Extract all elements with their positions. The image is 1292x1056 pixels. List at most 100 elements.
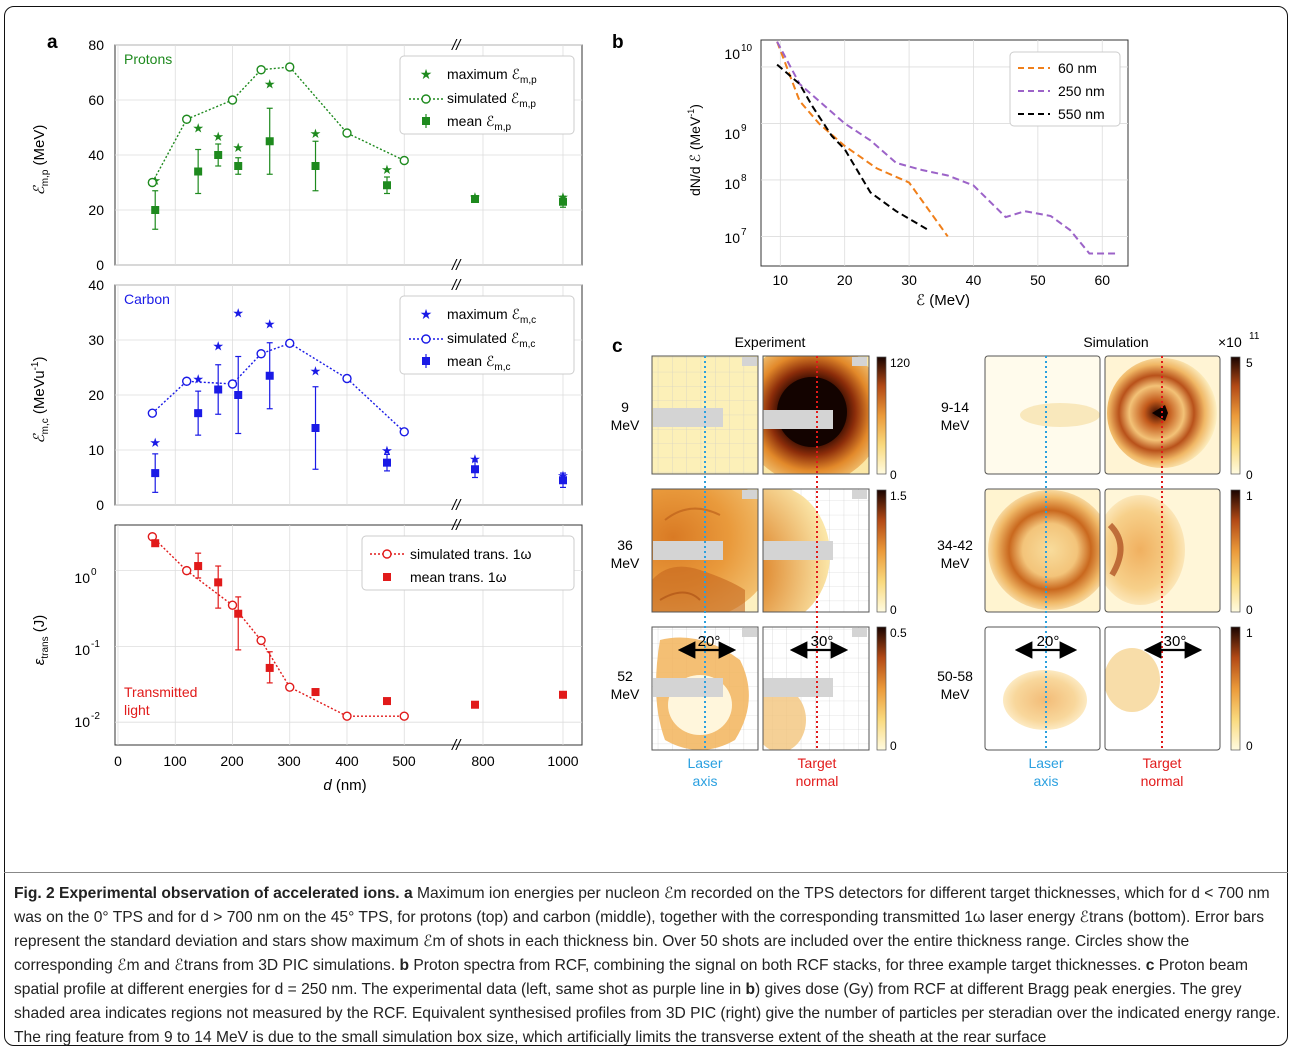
svg-text:8: 8	[741, 173, 747, 184]
exp-image-52mev-laser	[651, 626, 759, 751]
panel-a: 0 20 40 60 80 0 10 20 30 40 10 0 10 -1 10-…	[30, 37, 583, 794]
colorbar	[876, 356, 887, 475]
maximum-point: ★	[310, 363, 322, 378]
svg-text:-2: -2	[91, 711, 100, 722]
square-icon	[422, 117, 430, 125]
carbon-y-label: ℰm,c (MeVu-1)	[30, 357, 51, 444]
panel-c-letter: c	[612, 336, 623, 357]
transmission-axes	[114, 524, 583, 746]
log-tick: 10 10	[724, 43, 752, 62]
circle-icon	[421, 334, 431, 344]
svg-text:ℰm,p (MeV): ℰm,p (MeV)	[31, 125, 51, 196]
mean-point	[311, 162, 320, 170]
protons-label: Protons	[124, 51, 172, 67]
exp-image-9mev-target	[762, 355, 870, 475]
simulated-point	[342, 373, 352, 384]
svg-text:10: 10	[724, 46, 740, 62]
energy-label: MeV	[611, 686, 640, 702]
target-normal-label: Target	[798, 755, 837, 771]
colorbar	[876, 489, 887, 613]
mean-point	[311, 688, 320, 697]
colorbar	[876, 626, 887, 751]
log-tick: 10 9	[724, 123, 747, 142]
x-tick: 300	[277, 753, 301, 769]
legend-entry: simulated ℰm,p	[447, 90, 536, 110]
colorbar-min: 0	[1246, 468, 1253, 482]
energy-label: 50-58	[937, 668, 973, 684]
figure-frame	[4, 6, 1288, 1046]
x-tick: 1000	[547, 753, 578, 769]
carbon-label: Carbon	[124, 291, 170, 307]
sim-scale: ×10 11	[1218, 331, 1260, 350]
simulated-point	[285, 62, 295, 72]
svg-text:ℰm,c (MeVu-1): ℰm,c (MeVu-1)	[30, 357, 51, 444]
panel-c: Experiment Simulation ×10 11 9 MeV 36 MeV…	[611, 331, 1260, 789]
y-tick: 0	[96, 497, 104, 513]
mean-point	[151, 469, 160, 478]
x-tick: 50	[1030, 272, 1046, 288]
star-icon: ★	[420, 306, 433, 322]
y-tick: 0	[96, 257, 104, 273]
simulated-line	[151, 66, 405, 183]
maximum-point: ★	[192, 372, 204, 387]
energy-label: 36	[617, 537, 633, 553]
svg-text:×10: ×10	[1218, 334, 1242, 350]
transmission-legend: simulated trans. 1ω mean trans. 1ω	[361, 535, 575, 591]
maximum-point: ★	[149, 435, 161, 450]
legend-entry: 550 nm	[1058, 106, 1105, 122]
simulated-point	[227, 379, 238, 389]
maximum-point: ★	[192, 121, 204, 136]
mean-point	[234, 162, 243, 170]
simulated-point	[399, 711, 409, 721]
target-normal-label: normal	[796, 773, 839, 789]
mean-point	[559, 197, 567, 206]
figure-caption: Fig. 2 Experimental observation of accel…	[14, 882, 1282, 1050]
caption-panel-b-ref: b	[745, 981, 755, 998]
carbon-legend: ★ maximum ℰm,c simulated ℰm,c mean ℰm,c	[399, 295, 575, 375]
legend-entry: simulated trans. 1ω	[410, 546, 531, 562]
caption-text-a: Maximum ion energies per nucleon ℰm reco…	[14, 885, 1270, 974]
y-tick: 40	[88, 277, 104, 293]
y-tick: 10	[88, 442, 104, 458]
caption-panel-b: b	[399, 957, 410, 974]
mean-point	[383, 458, 391, 467]
colorbar-max: 1.5	[890, 489, 907, 503]
svg-text:10: 10	[724, 126, 740, 142]
spectra-axes	[760, 39, 1129, 267]
x-tick: 40	[966, 272, 982, 288]
y-tick: 20	[88, 202, 104, 218]
axis-break-mark: //	[451, 497, 462, 514]
colorbar-min: 0	[1246, 603, 1253, 617]
log-tick: 10 0	[74, 567, 97, 586]
axis-break-mark: //	[451, 257, 462, 274]
svg-text:0: 0	[91, 567, 97, 578]
x-tick: 200	[220, 753, 244, 769]
legend-entry: 60 nm	[1058, 60, 1097, 76]
target-normal-label: normal	[1141, 773, 1184, 789]
simulated-point	[399, 155, 409, 166]
maximum-point: ★	[232, 140, 244, 155]
x-tick: 400	[335, 753, 359, 769]
colorbar-max: 120	[890, 356, 910, 370]
simulated-point	[181, 376, 192, 386]
svg-text:10: 10	[74, 714, 90, 730]
caption-text-b: Proton spectra from RCF, combining the s…	[409, 957, 1146, 974]
panel-a-letter: a	[47, 32, 58, 53]
laser-axis-label: axis	[1034, 773, 1059, 789]
simulated-point	[285, 682, 295, 692]
mean-point	[151, 206, 160, 214]
svg-text:10: 10	[724, 230, 740, 246]
maximum-point: ★	[381, 443, 393, 458]
square-icon	[383, 573, 391, 581]
mean-point	[559, 476, 567, 485]
transmission-y-label: εtrans (J)	[31, 615, 51, 666]
x-tick: 10	[773, 272, 789, 288]
simulated-point	[256, 65, 266, 75]
x-tick: 20	[837, 272, 853, 288]
simulated-point	[285, 338, 295, 348]
colorbar-max: 5	[1246, 356, 1253, 370]
simulated-point	[256, 349, 266, 359]
figure-svg: a b c 0 20 40 60 80 0 10 20 30 40 10 0 10…	[30, 32, 1260, 794]
spectrum-line	[776, 41, 1116, 255]
simulated-point	[342, 711, 352, 721]
